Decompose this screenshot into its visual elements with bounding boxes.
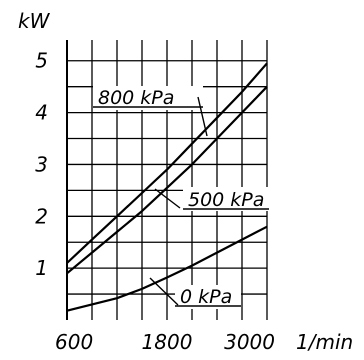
y-tick-label: 3 <box>35 152 48 176</box>
series-lines <box>66 62 268 312</box>
series-line-500kpa <box>66 85 268 275</box>
x-tick-label: 600 <box>55 330 93 354</box>
tick-labels: 1 2 3 4 5 600 1800 3000 <box>35 49 275 354</box>
label-background <box>93 86 203 110</box>
y-axis-unit: kW <box>18 9 51 33</box>
x-tick-label: 3000 <box>224 330 275 354</box>
curve-labels: 800 kPa 500 kPa 0 kPa <box>93 86 269 309</box>
y-tick-label: 5 <box>35 49 48 73</box>
x-axis-unit: 1/min <box>296 330 353 354</box>
label-leader-line <box>197 96 208 137</box>
label-leader-line <box>154 188 181 209</box>
series-line-800kpa <box>66 62 268 264</box>
y-tick-label: 2 <box>35 204 48 228</box>
label-800kpa: 800 kPa <box>98 87 174 109</box>
x-tick-label: 1800 <box>142 330 193 354</box>
label-0kpa: 0 kPa <box>180 286 232 308</box>
y-tick-label: 1 <box>35 256 48 280</box>
label-leader-line <box>149 277 179 306</box>
label-500kpa: 500 kPa <box>188 189 264 211</box>
y-tick-label: 4 <box>35 101 48 125</box>
label-background <box>175 285 241 309</box>
label-background <box>183 187 269 211</box>
series-line-0kpa <box>66 225 268 312</box>
